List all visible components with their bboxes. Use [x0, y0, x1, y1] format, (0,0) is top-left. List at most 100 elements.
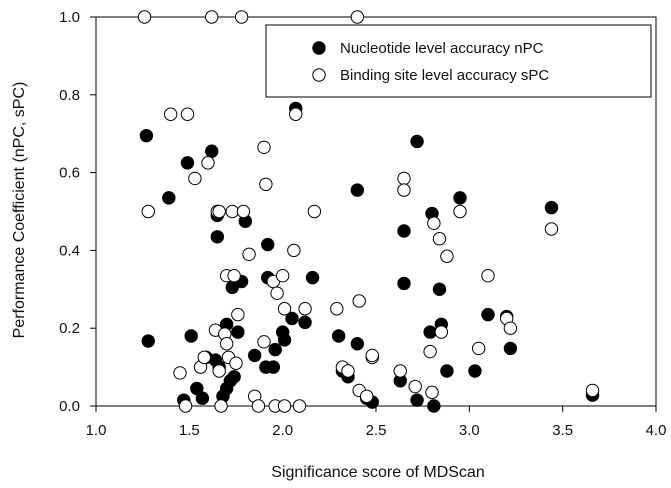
nucleotide-point	[481, 307, 495, 322]
nucleotide-point	[350, 183, 365, 197]
binding-site-point	[234, 10, 249, 24]
nucleotide-point	[139, 128, 154, 143]
binding-site-point	[197, 350, 211, 365]
binding-site-point	[212, 204, 226, 219]
binding-site-point	[270, 286, 284, 300]
binding-site-point	[277, 399, 292, 413]
x-tick-label: 3.5	[552, 422, 573, 439]
nucleotide-point	[141, 334, 155, 348]
x-axis-title: Significance score of MDScan	[271, 464, 484, 481]
binding-site-point	[275, 268, 290, 283]
binding-site-point	[163, 107, 178, 121]
binding-site-point	[137, 10, 152, 24]
binding-site-point	[365, 348, 379, 363]
binding-site-point	[544, 222, 559, 236]
binding-site-point	[393, 364, 407, 378]
binding-site-point	[257, 140, 271, 155]
binding-site-point	[585, 383, 600, 398]
binding-site-point	[227, 268, 241, 283]
nucleotide-point	[180, 156, 195, 170]
binding-site-point	[359, 389, 374, 403]
binding-site-point	[259, 177, 273, 191]
binding-site-point	[432, 232, 447, 246]
y-tick-label: 1.0	[59, 9, 80, 26]
binding-site-point	[330, 302, 344, 316]
series-binding-site	[137, 10, 600, 413]
binding-site-point	[423, 344, 437, 359]
nucleotide-point	[427, 399, 441, 413]
binding-site-point	[201, 156, 215, 170]
binding-site-point	[298, 302, 312, 316]
data-points	[137, 10, 600, 413]
nucleotide-point	[195, 391, 210, 405]
nucleotide-point	[247, 348, 262, 363]
nucleotide-point	[410, 134, 424, 149]
binding-site-point	[292, 399, 307, 413]
nucleotide-point	[544, 200, 559, 215]
nucleotide-point	[227, 370, 241, 384]
binding-site-point	[214, 399, 228, 413]
binding-site-point	[212, 364, 226, 378]
binding-site-point	[350, 10, 365, 24]
binding-site-point	[440, 249, 454, 263]
nucleotide-point	[231, 325, 245, 339]
x-tick-label: 2.0	[272, 422, 293, 439]
binding-site-point	[188, 171, 202, 186]
nucleotide-point	[210, 230, 225, 244]
nucleotide-point	[331, 329, 346, 343]
legend-label-binding-site: Binding site level accuracy sPC	[340, 67, 549, 84]
binding-site-point	[229, 356, 243, 370]
y-tick-label: 0.8	[59, 87, 80, 104]
binding-site-point	[225, 204, 239, 219]
y-axis-title: Performance Coefficient (nPC, sPC)	[11, 82, 28, 339]
legend-box	[265, 24, 652, 98]
nucleotide-point	[453, 191, 467, 205]
binding-site-point	[397, 171, 411, 186]
binding-site-point	[434, 325, 449, 339]
binding-site-point	[231, 307, 245, 322]
nucleotide-point	[162, 191, 176, 205]
binding-site-point	[289, 107, 303, 121]
x-tick-label: 3.0	[459, 422, 480, 439]
nucleotide-point	[423, 325, 437, 339]
binding-site-point	[397, 183, 411, 197]
nucleotide-point	[397, 276, 411, 291]
binding-site-point	[205, 10, 219, 24]
nucleotide-point	[432, 282, 447, 296]
nucleotide-point	[266, 360, 281, 374]
legend-label-nucleotide: Nucleotide level accuracy nPC	[340, 40, 544, 57]
nucleotide-point	[277, 333, 292, 347]
nucleotide-point	[350, 337, 365, 351]
x-tick-label: 1.5	[179, 422, 200, 439]
binding-site-point	[141, 204, 155, 219]
nucleotide-point	[397, 224, 411, 238]
binding-site-point	[307, 204, 322, 219]
y-tick-label: 0.2	[59, 320, 80, 337]
binding-site-point	[219, 337, 234, 351]
nucleotide-point	[261, 237, 275, 252]
nucleotide-point	[205, 144, 219, 158]
binding-site-point	[173, 366, 187, 380]
nucleotide-point	[184, 329, 198, 343]
binding-site-point	[453, 204, 467, 219]
y-tick-label: 0.4	[59, 242, 80, 259]
nucleotide-point	[410, 393, 424, 407]
binding-site-point	[503, 321, 518, 335]
nucleotide-point	[305, 270, 320, 285]
binding-site-point	[251, 399, 266, 413]
binding-site-point	[236, 204, 251, 219]
binding-site-point	[352, 294, 366, 308]
nucleotide-point	[468, 364, 482, 378]
series-nucleotide	[139, 101, 600, 413]
nucleotide-point	[440, 364, 454, 378]
binding-site-point	[471, 341, 486, 356]
nucleotide-point	[503, 341, 518, 356]
x-tick-label: 4.0	[646, 422, 667, 439]
y-axis: 0.0 0.2 0.4 0.6 0.8 1.0	[59, 9, 96, 415]
legend: Nucleotide level accuracy nPC Binding si…	[265, 24, 652, 98]
binding-site-point	[257, 335, 271, 349]
nucleotide-point	[298, 315, 312, 330]
binding-site-point	[180, 107, 195, 121]
